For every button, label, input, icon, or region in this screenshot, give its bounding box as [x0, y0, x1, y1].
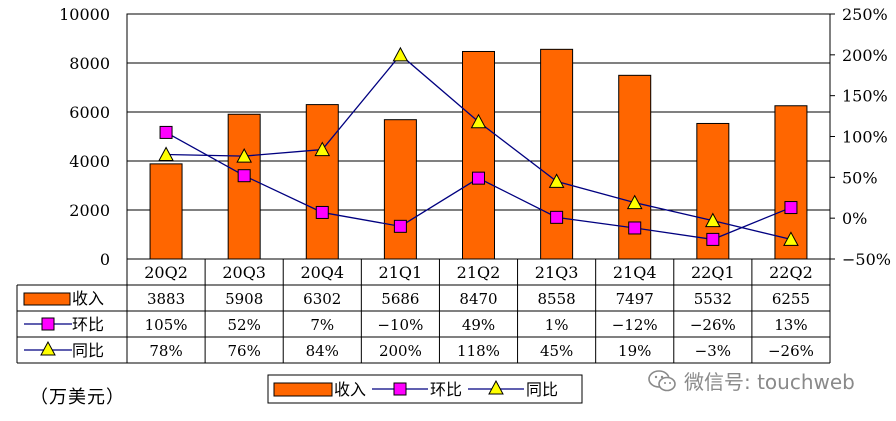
table-cell: 13% — [774, 316, 807, 334]
row-label: 环比 — [72, 315, 104, 334]
category-label: 20Q2 — [144, 263, 188, 282]
line-series — [158, 46, 799, 246]
left-tick-label: 4000 — [69, 152, 110, 171]
right-tick-label: 50% — [842, 168, 878, 187]
left-tick-label: 10000 — [59, 5, 110, 24]
marker-mom — [315, 205, 329, 219]
marker-mom — [472, 171, 485, 185]
bar-revenue — [149, 163, 183, 260]
marker-mom — [628, 221, 642, 235]
table-cell: 118% — [457, 342, 500, 360]
table-cell: 3883 — [147, 290, 185, 308]
table-cell: 45% — [540, 342, 573, 360]
table-cell: −10% — [377, 316, 423, 334]
marker-mom — [784, 201, 798, 215]
marker-mom — [706, 232, 720, 246]
marker-yoy — [314, 141, 331, 157]
table-cell: 52% — [227, 316, 260, 334]
table-cell: −26% — [768, 342, 814, 360]
table-cell: 49% — [462, 316, 495, 334]
marker-yoy — [704, 212, 721, 228]
table-cell: 105% — [145, 316, 188, 334]
unit-label: （万美元） — [30, 387, 125, 408]
key-mom-marker — [41, 317, 55, 331]
table-cell: −12% — [612, 316, 658, 334]
marker-yoy — [626, 194, 643, 210]
table-cell: −3% — [695, 342, 731, 360]
marker-yoy — [158, 146, 174, 161]
legend-label-revenue: 收入 — [334, 380, 366, 399]
bar-revenue — [305, 104, 339, 260]
table-cell: 5532 — [694, 290, 732, 308]
bar-revenue — [227, 113, 261, 260]
legend-label-yoy: 同比 — [526, 380, 558, 399]
table-cell: 1% — [545, 316, 569, 334]
watermark: 微信号: touchweb — [648, 366, 855, 395]
table-cell: 6302 — [303, 290, 341, 308]
table-cell: 5686 — [381, 290, 419, 308]
table-cell: 200% — [379, 342, 422, 360]
legend-key-revenue — [273, 382, 333, 397]
table-cell: 7% — [310, 316, 334, 334]
right-tick-label: −50% — [842, 250, 891, 269]
legend: 收入 环比 同比 — [267, 374, 583, 404]
marker-mom — [550, 210, 564, 224]
table-cell: 8558 — [538, 290, 576, 308]
right-tick-label: 0% — [842, 209, 867, 228]
marker-yoy — [470, 113, 487, 129]
legend-key-mom-marker — [393, 382, 407, 396]
right-tick-label: 100% — [842, 128, 888, 147]
bar-revenue — [540, 48, 574, 260]
marker-mom — [393, 219, 407, 233]
left-tick-label: 6000 — [69, 103, 110, 122]
legend-key-yoy-marker — [488, 379, 504, 395]
table-cell: 8470 — [459, 290, 497, 308]
marker-yoy — [392, 46, 409, 62]
bar-revenue — [383, 119, 417, 260]
table-cell: 7497 — [616, 290, 654, 308]
table-cell: 78% — [149, 342, 182, 360]
table-cell: 5908 — [225, 290, 263, 308]
wechat-icon — [648, 369, 676, 391]
marker-yoy — [548, 173, 565, 188]
watermark-text: 微信号: touchweb — [684, 370, 855, 394]
key-revenue — [23, 292, 71, 306]
right-tick-label: 250% — [842, 5, 888, 24]
marker-mom — [159, 125, 173, 139]
table-cell: 19% — [618, 342, 651, 360]
left-axis: 0 2000 4000 6000 8000 10000 — [59, 5, 110, 269]
row-label: 同比 — [72, 341, 104, 360]
left-tick-label: 0 — [100, 250, 110, 269]
right-tick-label: 150% — [842, 87, 888, 106]
bar-series — [149, 48, 808, 260]
key-yoy-marker — [40, 340, 56, 356]
data-table: 20Q2 20Q3 20Q4 21Q1 21Q2 21Q3 21Q4 22Q1 22Q2 收入 38… — [16, 258, 831, 364]
left-tick-label: 8000 — [69, 54, 110, 73]
row-label: 收入 — [72, 289, 104, 308]
category-label: 22Q1 — [691, 263, 735, 282]
marker-mom — [237, 169, 251, 183]
marker-yoy — [783, 231, 799, 246]
legend-label-mom: 环比 — [430, 380, 462, 399]
category-label: 21Q1 — [379, 263, 423, 282]
right-axis: −50% 0% 50% 100% 150% 200% 250% — [830, 5, 891, 269]
category-label: 21Q3 — [535, 263, 579, 282]
category-label: 21Q2 — [457, 263, 501, 282]
table-cell: 84% — [306, 342, 339, 360]
bar-revenue — [462, 50, 495, 260]
table-cell: 76% — [227, 342, 260, 360]
right-tick-label: 200% — [842, 46, 888, 65]
category-label: 20Q4 — [300, 263, 344, 282]
table-cell: 6255 — [772, 290, 810, 308]
marker-yoy — [236, 148, 253, 163]
category-label: 21Q4 — [613, 263, 657, 282]
table-cell: −26% — [690, 316, 736, 334]
left-tick-label: 2000 — [69, 201, 110, 220]
category-label: 20Q3 — [222, 263, 266, 282]
category-label: 22Q2 — [769, 263, 813, 282]
